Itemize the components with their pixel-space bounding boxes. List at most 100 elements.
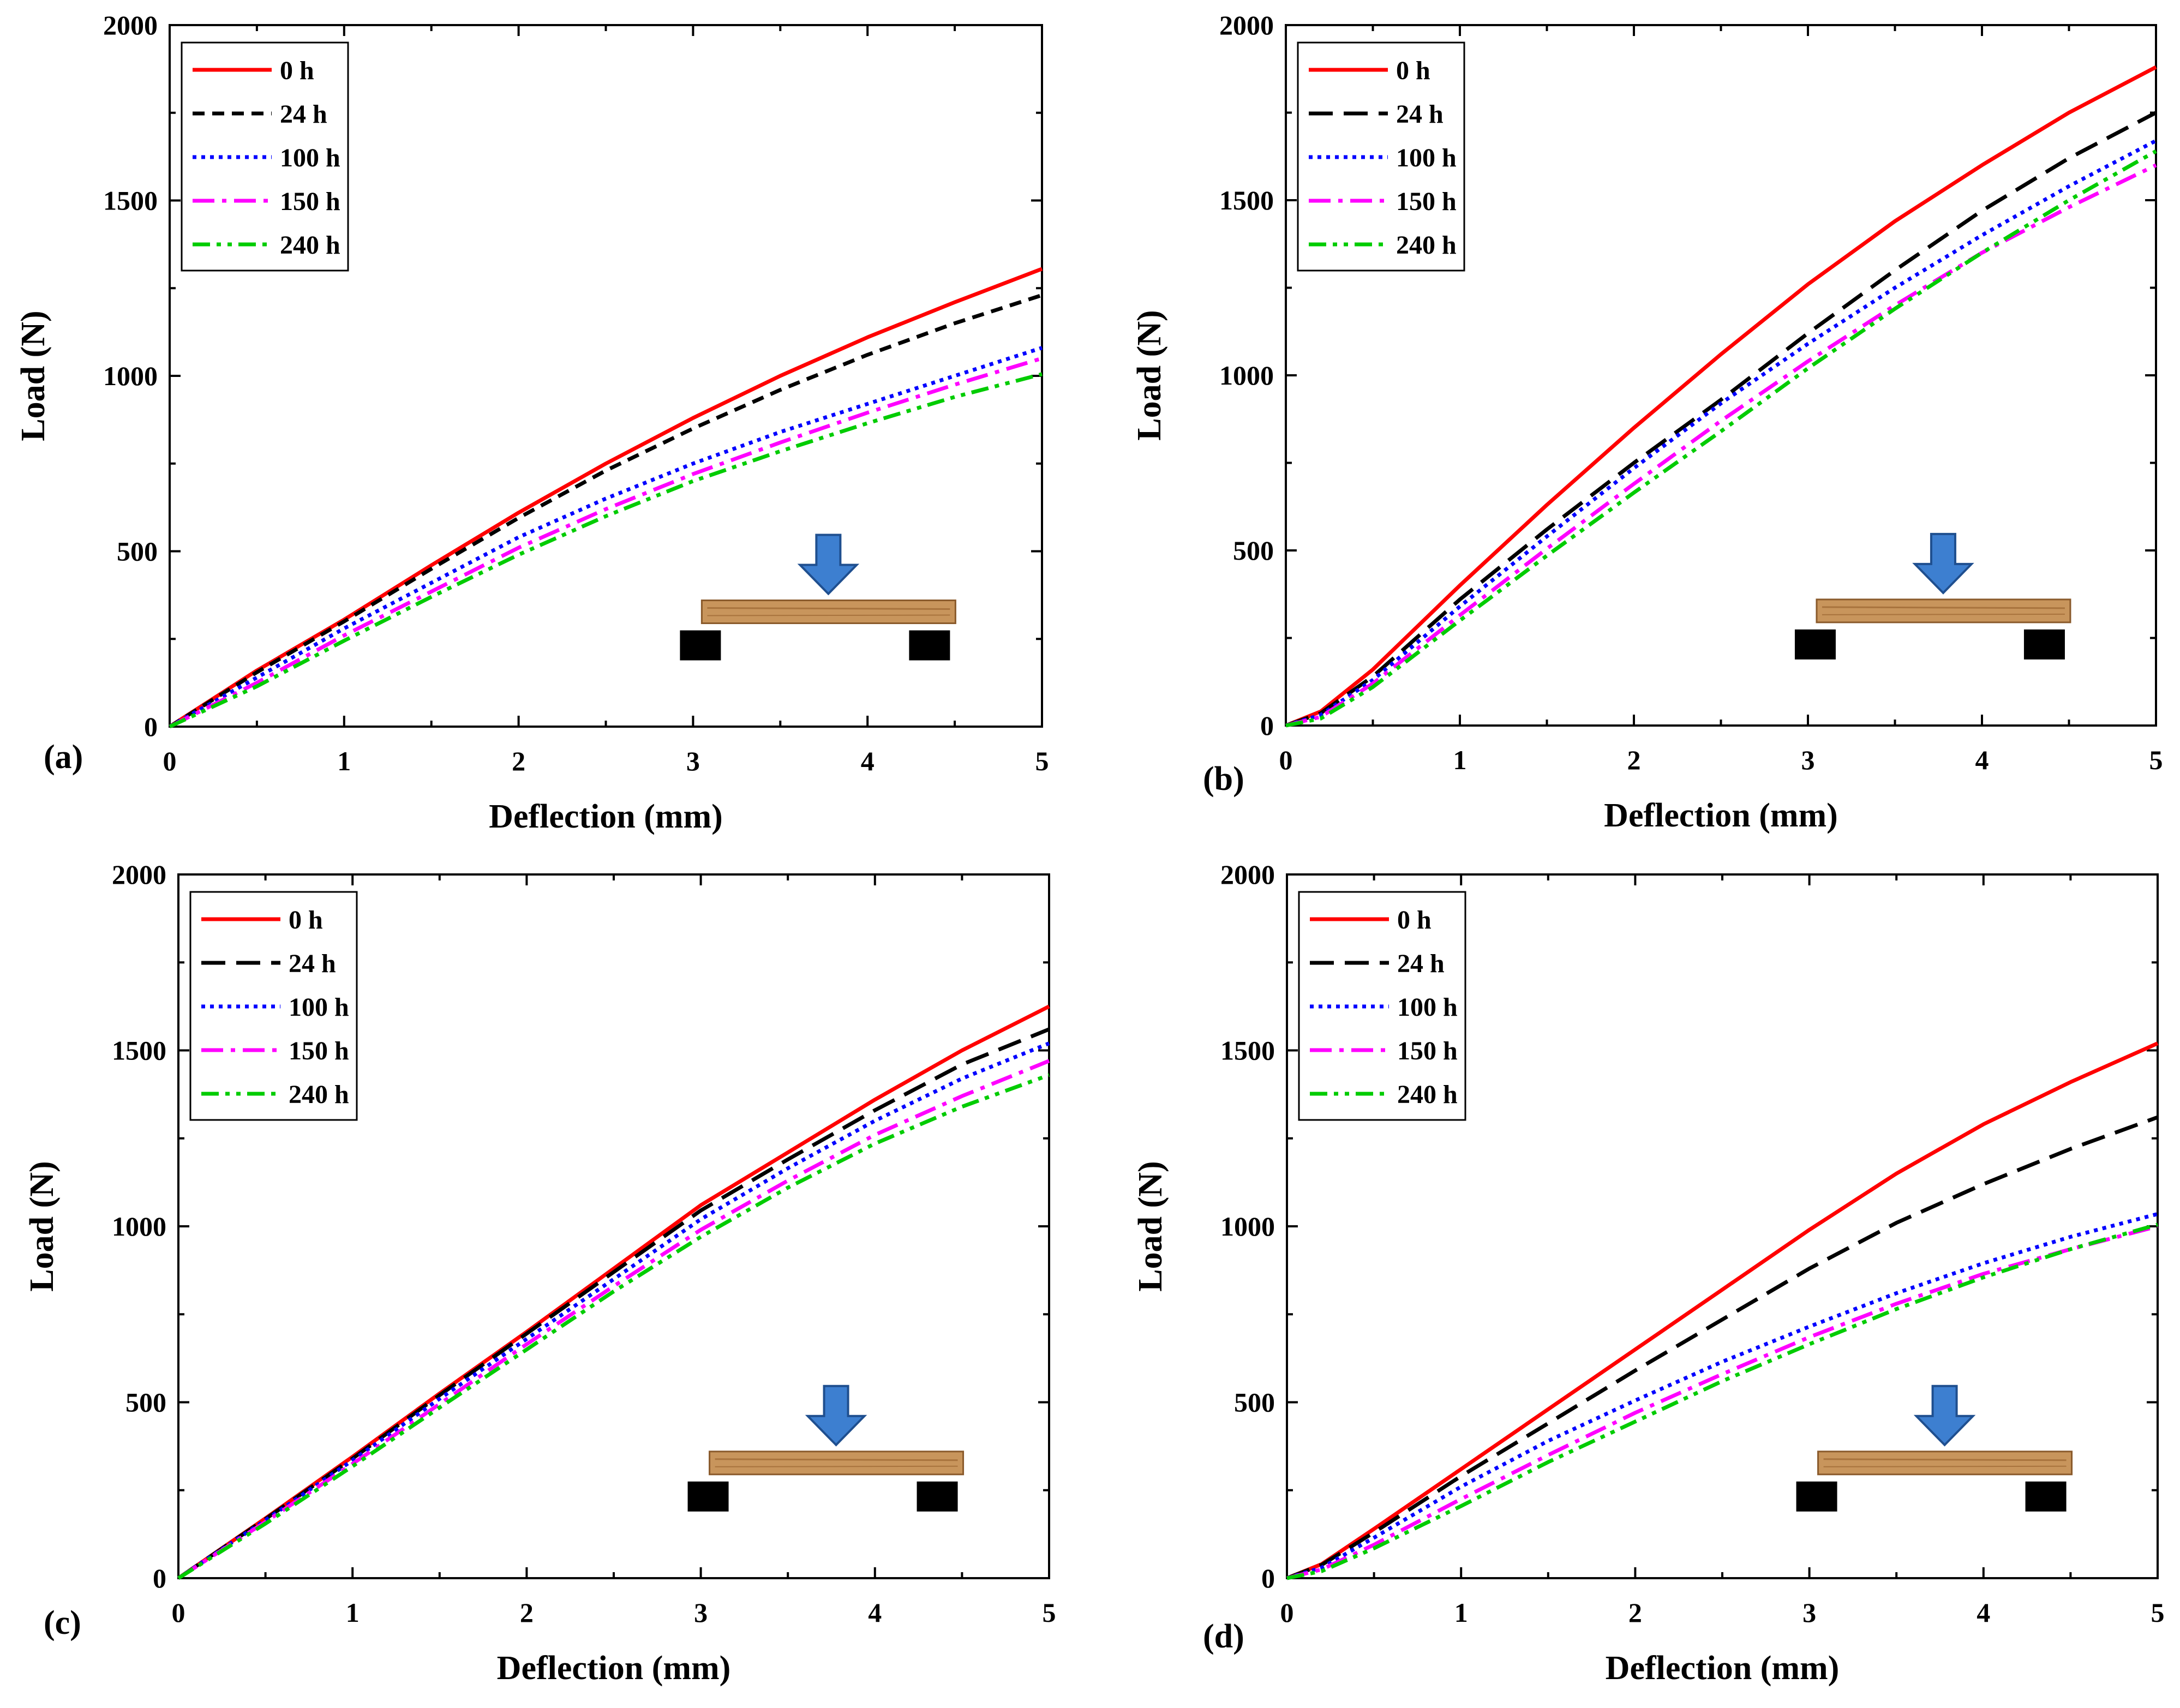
x-axis-label: Deflection (mm) xyxy=(1604,797,1838,834)
y-tick-label: 0 xyxy=(1260,710,1274,741)
x-tick-label: 3 xyxy=(1802,1597,1816,1628)
y-tick-label: 1000 xyxy=(1219,360,1274,391)
wood-grain xyxy=(1822,613,2065,615)
x-tick-label: 0 xyxy=(1280,1597,1294,1628)
legend-label: 100 h xyxy=(289,993,349,1022)
y-tick-label: 0 xyxy=(144,711,158,742)
x-tick-label: 3 xyxy=(1801,745,1815,775)
x-tick-label: 4 xyxy=(868,1597,882,1628)
x-tick-label: 1 xyxy=(1453,745,1467,775)
load-arrow-icon xyxy=(797,534,860,596)
series-line-150h xyxy=(169,356,1043,729)
legend: 0 h 24 h 100 h 150 h 240 h xyxy=(189,891,358,1121)
chart-panel-4: 0 1 2 3 4 5 0 500 1000 1500 2000 Deflection (mm) Loa… xyxy=(1132,859,2165,1687)
series-line-100h xyxy=(169,346,1043,729)
legend-label: 100 h xyxy=(1397,993,1458,1022)
series-line-100h xyxy=(1285,139,2157,728)
x-tick-label: 2 xyxy=(512,746,525,776)
legend-label: 100 h xyxy=(280,143,340,172)
legend-label: 100 h xyxy=(1396,143,1457,172)
x-tick-label: 5 xyxy=(1035,746,1049,776)
x-tick-label: 0 xyxy=(163,746,177,776)
x-tick-label: 1 xyxy=(337,746,351,776)
x-tick-label: 5 xyxy=(2149,745,2163,775)
x-tick-label: 1 xyxy=(1454,1597,1468,1628)
beam-specimen xyxy=(700,600,956,625)
x-tick-label: 2 xyxy=(520,1597,534,1628)
panel-label: (b) xyxy=(1203,760,1244,798)
y-tick-label: 0 xyxy=(1261,1563,1275,1593)
wood-grain xyxy=(1823,1458,2067,1461)
left-support xyxy=(1796,1481,1837,1512)
y-axis-label: Load (N) xyxy=(1131,310,1168,440)
y-tick-label: 1000 xyxy=(103,361,158,391)
series-line-240h xyxy=(1285,149,2157,728)
y-axis-label: Load (N) xyxy=(23,1161,61,1291)
beam-illustration xyxy=(687,1385,965,1512)
left-support xyxy=(1794,629,1836,660)
x-tick-label: 1 xyxy=(346,1597,360,1628)
x-tick-label: 4 xyxy=(1975,745,1989,775)
beam-illustration xyxy=(1796,1385,2073,1512)
wood-grain xyxy=(715,1458,958,1461)
x-tick-label: 3 xyxy=(686,746,700,776)
beam-specimen xyxy=(1816,598,2071,624)
y-tick-label: 2000 xyxy=(1220,859,1275,890)
load-arrow-icon xyxy=(1913,1385,1976,1447)
legend-label: 240 h xyxy=(1397,1080,1458,1109)
right-support xyxy=(909,630,950,661)
x-tick-label: 4 xyxy=(861,746,875,776)
left-support xyxy=(680,630,721,661)
y-tick-label: 0 xyxy=(153,1563,166,1593)
series-line-240h xyxy=(1286,1222,2158,1580)
x-tick-label: 0 xyxy=(172,1597,185,1628)
y-axis-label: Load (N) xyxy=(15,310,52,441)
y-tick-label: 1500 xyxy=(1219,185,1274,215)
x-axis-label: Deflection (mm) xyxy=(497,1650,731,1687)
y-tick-label: 2000 xyxy=(1219,10,1274,40)
chart-panel-3: 0 1 2 3 4 5 0 500 1000 1500 2000 Deflection (mm) Loa… xyxy=(23,859,1056,1687)
legend-label: 24 h xyxy=(1397,949,1445,978)
series-line-0h xyxy=(1285,65,2157,728)
legend-label: 150 h xyxy=(1397,1036,1458,1065)
legend-label: 24 h xyxy=(289,949,336,978)
chart-panel-2: 0 1 2 3 4 5 0 500 1000 1500 2000 Deflection (mm) Loa… xyxy=(1131,10,2163,834)
legend: 0 h 24 h 100 h 150 h 240 h xyxy=(1297,41,1465,272)
x-tick-label: 4 xyxy=(1977,1597,1990,1628)
load-arrow-icon xyxy=(1912,532,1974,595)
wood-grain xyxy=(715,1465,958,1467)
y-tick-label: 1500 xyxy=(112,1035,166,1066)
load-arrow-icon xyxy=(805,1385,867,1447)
beam-illustration xyxy=(1794,532,2071,660)
y-tick-label: 500 xyxy=(125,1387,166,1418)
legend-label: 240 h xyxy=(1396,231,1457,260)
wood-grain xyxy=(707,607,950,610)
legend-label: 240 h xyxy=(280,231,340,260)
y-tick-label: 1000 xyxy=(1220,1211,1275,1242)
panel-label: (a) xyxy=(44,739,83,776)
x-axis-label: Deflection (mm) xyxy=(1606,1650,1840,1687)
series-line-100h xyxy=(1286,1212,2158,1580)
beam-specimen xyxy=(1817,1451,2073,1476)
right-support xyxy=(2025,1481,2067,1512)
y-tick-label: 2000 xyxy=(112,859,166,890)
series-line-150h xyxy=(1286,1224,2158,1580)
legend-label: 150 h xyxy=(289,1036,349,1065)
legend: 0 h 24 h 100 h 150 h 240 h xyxy=(1298,891,1466,1121)
y-axis-label: Load (N) xyxy=(1132,1161,1169,1291)
legend-label: 0 h xyxy=(289,906,323,934)
panel-label: (d) xyxy=(1203,1618,1244,1655)
legend-label: 0 h xyxy=(280,56,314,85)
series-line-240h xyxy=(169,372,1043,729)
legend-label: 150 h xyxy=(1396,187,1457,216)
y-tick-label: 1000 xyxy=(112,1211,166,1242)
chart-panel-1: 0 1 2 3 4 5 0 500 1000 1500 2000 Deflection (mm) Loa… xyxy=(15,10,1049,835)
wood-grain xyxy=(1823,1465,2067,1467)
series-line-100h xyxy=(177,1041,1050,1580)
beam-specimen xyxy=(709,1451,965,1476)
legend: 0 h 24 h 100 h 150 h 240 h xyxy=(181,41,349,272)
right-support xyxy=(917,1481,958,1512)
y-tick-label: 500 xyxy=(1233,535,1274,566)
wood-grain xyxy=(1822,606,2065,609)
